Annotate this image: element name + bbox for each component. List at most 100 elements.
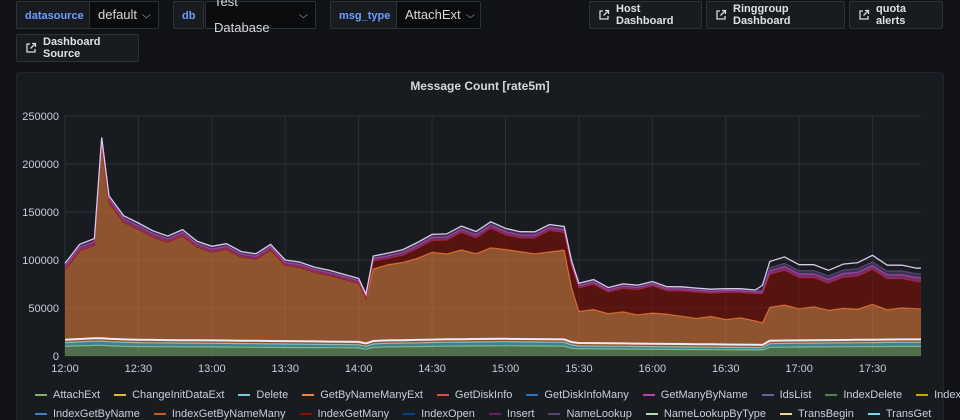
external-link-icon <box>859 9 870 20</box>
legend-swatch <box>114 393 127 396</box>
legend-label: IndexOpen <box>421 407 475 420</box>
legend-label: IndexGetByName <box>53 407 140 420</box>
legend-swatch <box>867 412 880 415</box>
external-link-icon <box>599 9 610 20</box>
variable-select-db[interactable]: Test Database ⌵ <box>205 0 316 35</box>
legend-item[interactable]: TransBegin <box>780 408 854 420</box>
legend-item[interactable]: TransGet <box>867 408 931 420</box>
legend-item[interactable]: Delete <box>238 389 288 401</box>
legend-label: GetDiskInfoMany <box>544 388 629 401</box>
x-tick-label: 15:00 <box>492 363 520 375</box>
y-tick-label: 200000 <box>22 159 59 171</box>
x-tick-label: 15:30 <box>565 363 593 375</box>
legend-swatch <box>35 393 47 396</box>
variable-label-msg-type: msg_type <box>330 1 400 29</box>
legend-swatch <box>238 393 251 396</box>
legend-label: Delete <box>256 388 289 401</box>
ringgroup-dashboard-link[interactable]: Ringgroup Dashboard <box>706 1 845 29</box>
legend-label: GetDiskInfo <box>454 388 513 401</box>
series-line-total[interactable] <box>64 137 921 297</box>
message-count-chart[interactable]: 0 50000 100000 150000 200000 250000 12:00 12:30… <box>17 73 945 383</box>
legend-swatch <box>488 412 501 415</box>
x-tick-label: 12:30 <box>125 363 153 375</box>
series-line-highlight[interactable] <box>64 337 921 346</box>
legend-swatch <box>153 412 166 415</box>
quota-alerts-link[interactable]: quota alerts <box>849 1 943 29</box>
legend-item[interactable]: ChangeInitDataExt <box>114 389 224 401</box>
legend-item[interactable]: NameLookupByType <box>645 407 766 420</box>
legend-item[interactable]: NameLookup <box>548 407 632 420</box>
legend-item[interactable]: IndexGet <box>916 389 960 401</box>
variable-label-datasource: datasource <box>16 1 93 29</box>
series-area-delete[interactable] <box>65 341 921 350</box>
variable-select-datasource[interactable]: default ⌵ <box>89 1 159 29</box>
x-tick-label: 12:00 <box>51 363 79 375</box>
chart-legend: AttachExt ChangeInitDataExt Delete GetByNam… <box>35 385 960 420</box>
x-tick-label: 13:30 <box>271 363 299 375</box>
legend-label: IndexGetByNameMany <box>171 407 286 420</box>
legend-item[interactable]: IdsList <box>761 388 812 401</box>
ringgroup-dashboard-label: Ringgroup Dashboard <box>733 3 791 27</box>
variable-value-db: Test Database <box>214 0 270 35</box>
legend-label: GetManyByName <box>660 388 748 401</box>
host-dashboard-link[interactable]: Host Dashboard <box>589 1 702 29</box>
legend-row: AttachExt ChangeInitDataExt Delete GetByNam… <box>35 385 960 404</box>
legend-swatch <box>645 412 658 415</box>
variable-label-db: db <box>173 1 205 29</box>
legend-label: NameLookup <box>566 407 632 420</box>
external-link-icon <box>716 9 727 20</box>
x-tick-label: 13:00 <box>198 363 226 375</box>
external-link-icon <box>26 42 37 53</box>
y-tick-label: 100000 <box>22 255 59 267</box>
legend-label: GetByNameManyExt <box>320 388 423 401</box>
chevron-down-icon: ⌵ <box>142 10 151 20</box>
series-area-getbynamemanyext[interactable] <box>65 144 921 348</box>
y-tick-label: 250000 <box>22 111 59 123</box>
panel-title: Message Count [rate5m] <box>410 79 550 93</box>
legend-item[interactable]: IndexGetByName <box>35 408 140 420</box>
legend-swatch <box>761 393 774 396</box>
legend-item[interactable]: IndexDelete <box>825 389 902 401</box>
legend-item[interactable]: AttachExt <box>35 389 100 401</box>
legend-label: IdsList <box>779 388 812 401</box>
legend-item[interactable]: IndexGetMany <box>299 407 390 420</box>
legend-label: NameLookupByType <box>663 407 766 420</box>
x-tick-label: 14:30 <box>418 363 446 375</box>
legend-swatch <box>916 393 929 396</box>
legend-swatch <box>780 412 792 415</box>
legend-swatch <box>825 393 838 396</box>
legend-swatch <box>302 393 315 396</box>
variable-value-msg-type: AttachExt <box>405 7 461 22</box>
x-tick-label: 16:30 <box>712 363 740 375</box>
legend-label: Insert <box>506 407 535 420</box>
x-tick-label: 14:00 <box>345 363 373 375</box>
dashboard-source-link[interactable]: Dashboard Source <box>16 34 139 62</box>
legend-label: IndexDelete <box>843 388 903 401</box>
y-tick-label: 0 <box>53 351 59 363</box>
legend-item[interactable]: GetByNameManyExt <box>302 389 423 401</box>
x-tick-label: 17:00 <box>785 363 813 375</box>
legend-row: IndexGetByName IndexGetByNameMany IndexGet… <box>35 404 935 420</box>
legend-swatch <box>299 412 312 415</box>
legend-label: TransBegin <box>798 407 854 420</box>
legend-swatch <box>436 393 449 396</box>
x-tick-label: 17:30 <box>859 363 887 375</box>
legend-item[interactable]: GetManyByName <box>642 388 748 401</box>
host-dashboard-label: Host Dashboard <box>616 3 674 27</box>
variable-select-msg-type[interactable]: AttachExt ⌵ <box>396 1 481 29</box>
series-area-indexgetmany[interactable] <box>65 144 921 323</box>
legend-item[interactable]: IndexOpen <box>403 408 475 420</box>
graph-panel[interactable]: Message Count [rate5m] 0 50000 100000 15000… <box>16 72 960 420</box>
legend-swatch <box>35 412 47 415</box>
legend-item[interactable]: IndexGetByNameMany <box>153 407 286 420</box>
legend-label: IndexGetMany <box>317 407 390 420</box>
legend-label: IndexGet <box>934 388 960 401</box>
chevron-down-icon: ⌵ <box>299 10 309 20</box>
legend-swatch <box>642 393 655 396</box>
legend-item[interactable]: Insert <box>488 407 535 420</box>
legend-item[interactable]: GetDiskInfo <box>436 388 513 401</box>
legend-label: ChangeInitDataExt <box>132 388 225 401</box>
x-tick-label: 16:00 <box>639 363 667 375</box>
legend-item[interactable]: GetDiskInfoMany <box>526 388 629 401</box>
legend-label: AttachExt <box>53 388 101 401</box>
